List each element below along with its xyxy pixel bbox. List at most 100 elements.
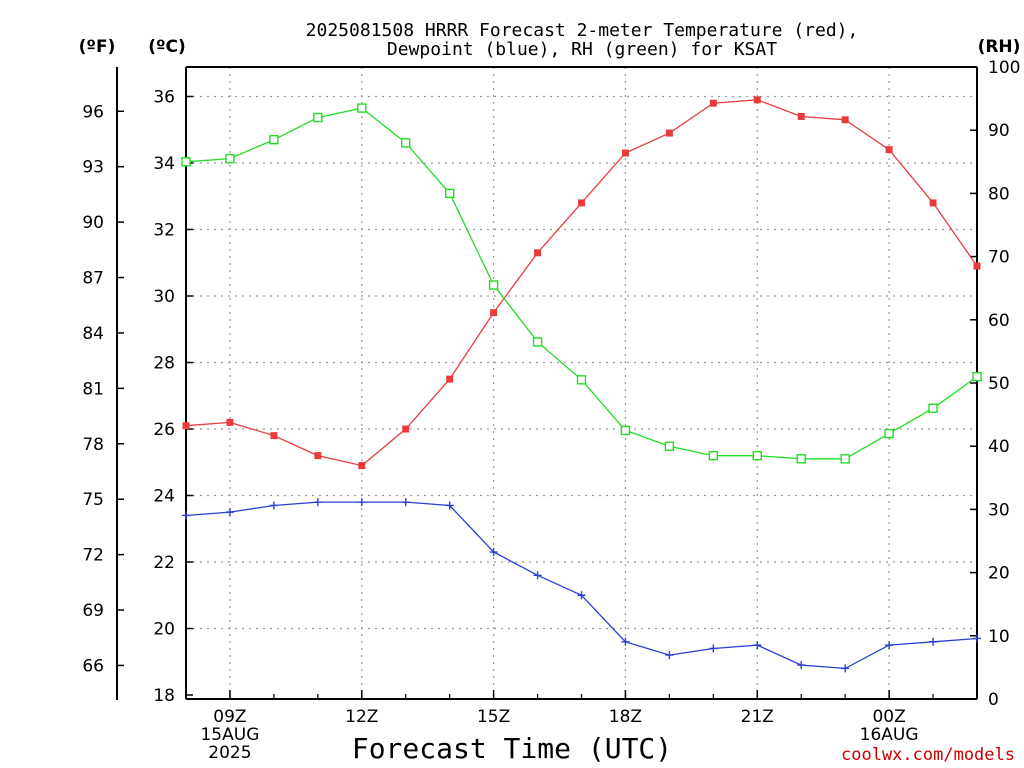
rh-point bbox=[532, 337, 543, 347]
celsius-tick-label: 28 bbox=[153, 354, 175, 374]
source-credit: coolwx.com/models bbox=[841, 745, 1015, 765]
rh-point bbox=[313, 112, 323, 123]
x-tick-label: 18Z bbox=[609, 707, 642, 727]
celsius-unit-label: (ºC) bbox=[148, 37, 186, 57]
rh-tick-label: 100 bbox=[988, 58, 1020, 78]
dewpoint-point bbox=[577, 591, 586, 600]
axes: 18 20 22 24 26 28 30 32 34 36 66 69 72 75 78 81 84 87 90 93… bbox=[82, 58, 1020, 763]
data-series bbox=[181, 96, 982, 673]
fahrenheit-tick-label: 78 bbox=[82, 435, 104, 455]
x-tick-label: 2025 bbox=[208, 743, 251, 763]
x-tick-label: 15Z bbox=[477, 707, 510, 727]
celsius-tick-label: 32 bbox=[153, 221, 175, 241]
rh-tick-label: 90 bbox=[988, 121, 1010, 141]
rh-point bbox=[884, 428, 894, 439]
rh-point bbox=[225, 153, 235, 164]
rh-point bbox=[796, 454, 806, 464]
dewpoint-point bbox=[401, 498, 410, 507]
x-tick-label: 12Z bbox=[345, 707, 378, 727]
rh-tick-label: 40 bbox=[988, 437, 1010, 457]
temperature-point bbox=[402, 425, 410, 433]
temperature-point bbox=[621, 149, 629, 157]
rh-tick-label: 60 bbox=[988, 311, 1010, 331]
celsius-tick-label: 26 bbox=[153, 420, 175, 440]
celsius-tick-label: 24 bbox=[153, 487, 175, 507]
dewpoint-point bbox=[797, 661, 806, 670]
dewpoint-point bbox=[533, 571, 542, 580]
rh-point bbox=[576, 375, 587, 385]
temperature-point bbox=[578, 199, 585, 207]
temperature-point bbox=[665, 129, 673, 137]
series-line bbox=[185, 107, 978, 460]
temperature-point bbox=[270, 432, 278, 440]
temperature-point bbox=[885, 146, 893, 154]
dewpoint-point bbox=[269, 501, 278, 510]
x-tick-label: 21Z bbox=[741, 707, 774, 727]
celsius-tick-label: 34 bbox=[153, 154, 175, 174]
celsius-tick-label: 20 bbox=[153, 620, 175, 640]
celsius-tick-label: 22 bbox=[153, 553, 175, 573]
rh-point bbox=[181, 157, 191, 167]
series-line bbox=[185, 501, 978, 670]
rh-tick-label: 30 bbox=[988, 500, 1010, 520]
dewpoint-point bbox=[182, 511, 190, 520]
fahrenheit-tick-label: 84 bbox=[82, 324, 104, 344]
fahrenheit-tick-label: 93 bbox=[82, 158, 104, 178]
dewpoint-point bbox=[489, 548, 498, 557]
rh-point bbox=[708, 450, 719, 461]
dewpoint-point bbox=[753, 641, 762, 650]
fahrenheit-unit-label: (ºF) bbox=[79, 37, 116, 57]
temperature-point bbox=[182, 422, 190, 430]
chart-title-line2: Dewpoint (blue), RH (green) for KSAT bbox=[387, 39, 777, 60]
dewpoint-point bbox=[621, 637, 630, 646]
fahrenheit-tick-label: 90 bbox=[82, 213, 104, 233]
dewpoint-point bbox=[841, 664, 850, 673]
temperature-point bbox=[973, 262, 981, 270]
dewpoint-point bbox=[973, 634, 981, 643]
x-tick-label: 16AUG bbox=[860, 725, 919, 745]
grid-lines bbox=[186, 67, 977, 699]
fahrenheit-tick-label: 75 bbox=[82, 490, 104, 510]
temperature-point bbox=[446, 375, 454, 383]
series-line bbox=[185, 99, 978, 467]
dewpoint-point bbox=[445, 501, 454, 510]
dewpoint-point bbox=[665, 651, 674, 660]
x-axis-title: Forecast Time (UTC) bbox=[352, 732, 672, 765]
rh-tick-label: 70 bbox=[988, 248, 1010, 268]
rh-point bbox=[972, 371, 982, 382]
rh-point bbox=[357, 103, 367, 113]
dewpoint-point bbox=[709, 644, 718, 653]
x-tick-label: 15AUG bbox=[200, 725, 259, 745]
rh-point bbox=[488, 280, 499, 290]
celsius-tick-label: 30 bbox=[153, 287, 175, 307]
fahrenheit-tick-label: 87 bbox=[82, 269, 104, 289]
temperature-point bbox=[358, 462, 366, 470]
temperature-point bbox=[314, 452, 322, 460]
temperature-point bbox=[490, 309, 498, 317]
rh-point bbox=[752, 450, 762, 461]
temperature-point bbox=[226, 418, 234, 426]
celsius-tick-label: 18 bbox=[153, 686, 175, 706]
temperature-point bbox=[753, 96, 761, 104]
x-tick-label: 09Z bbox=[213, 707, 246, 727]
rh-point bbox=[401, 138, 411, 148]
rh-point bbox=[928, 403, 938, 413]
fahrenheit-tick-label: 72 bbox=[82, 546, 104, 566]
chart-title-line1: 2025081508 HRRR Forecast 2-meter Tempera… bbox=[306, 20, 859, 41]
dewpoint-point bbox=[313, 498, 322, 507]
rh-point bbox=[269, 134, 279, 145]
x-tick-label: 00Z bbox=[872, 707, 905, 727]
temperature-point bbox=[929, 199, 937, 207]
fahrenheit-tick-label: 81 bbox=[82, 379, 104, 399]
rh-tick-label: 80 bbox=[988, 184, 1010, 204]
rh-tick-label: 0 bbox=[988, 690, 999, 710]
fahrenheit-tick-label: 69 bbox=[82, 601, 104, 621]
temperature-point bbox=[841, 116, 849, 124]
rh-point bbox=[620, 425, 631, 436]
rh-point bbox=[444, 188, 455, 199]
rh-tick-label: 20 bbox=[988, 564, 1010, 584]
dewpoint-point bbox=[357, 498, 366, 507]
dewpoint-point bbox=[225, 508, 234, 517]
fahrenheit-tick-label: 96 bbox=[82, 102, 104, 122]
